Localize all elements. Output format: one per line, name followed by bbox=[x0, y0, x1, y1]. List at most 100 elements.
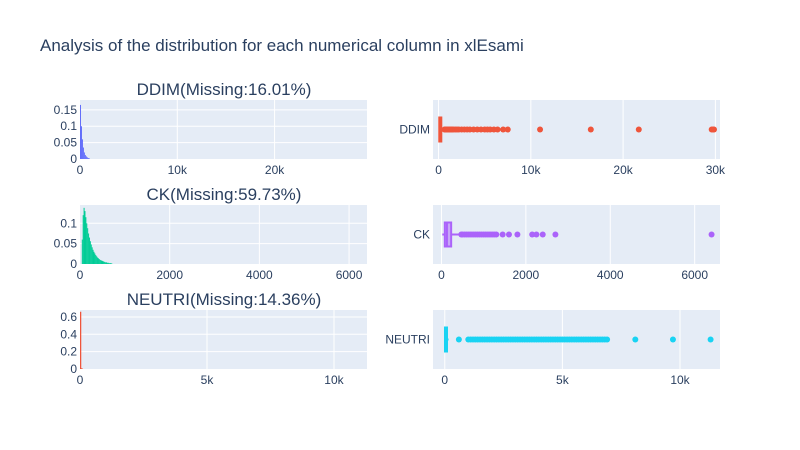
plot-area bbox=[80, 100, 367, 159]
y-tick-label: 0.2 bbox=[60, 345, 77, 359]
histogram-bar bbox=[96, 256, 98, 264]
plot-area bbox=[80, 310, 367, 369]
x-tick-label: 10k bbox=[324, 373, 344, 387]
subplot-title: CK(Missing:59.73%) bbox=[147, 185, 302, 204]
histogram-bar bbox=[102, 261, 104, 264]
histogram-bar bbox=[97, 258, 99, 264]
histogram-bar bbox=[95, 255, 97, 264]
boxplot-panel: 0 2000 4000 6000 CK bbox=[413, 205, 720, 282]
outlier-point bbox=[708, 231, 715, 238]
x-tick-label: 4000 bbox=[246, 268, 273, 282]
outlier-point bbox=[504, 126, 511, 133]
histogram-bar bbox=[103, 261, 105, 264]
subplots: 00.050.10.150 10k 20kDDIM(Missing:16.01%)0… bbox=[54, 80, 726, 387]
histogram-bar bbox=[85, 217, 87, 264]
x-tick-label: 5k bbox=[201, 373, 215, 387]
subplot-title: NEUTRI(Missing:14.36%) bbox=[127, 290, 322, 309]
x-tick-label: 20k bbox=[265, 163, 285, 177]
outlier-point bbox=[537, 126, 544, 133]
outlier-point bbox=[632, 336, 639, 343]
x-tick-label: 0 bbox=[77, 373, 84, 387]
plot-area bbox=[80, 205, 367, 264]
boxplot-panel: 0 5k 10k NEUTRI bbox=[385, 310, 720, 387]
category-label: CK bbox=[413, 228, 430, 242]
y-tick-label: 0.1 bbox=[60, 119, 77, 133]
iqr-box bbox=[443, 221, 453, 248]
histogram-bar bbox=[83, 207, 85, 264]
y-tick-label: 0 bbox=[70, 362, 77, 376]
histogram-bar bbox=[87, 228, 89, 264]
histogram-bar bbox=[86, 223, 88, 264]
x-tick-label: 30k bbox=[706, 163, 726, 177]
category-label: NEUTRI bbox=[385, 333, 430, 347]
histogram-bar bbox=[81, 368, 83, 369]
histogram-bar bbox=[82, 215, 84, 264]
histogram-bar bbox=[88, 158, 90, 159]
outlier-point bbox=[669, 336, 676, 343]
x-tick-label: 0 bbox=[77, 268, 84, 282]
histogram-bar bbox=[93, 251, 95, 264]
histogram-bar bbox=[106, 262, 108, 264]
histogram-bar bbox=[91, 247, 93, 264]
x-tick-label: 0 bbox=[77, 163, 84, 177]
y-tick-label: 0.05 bbox=[54, 136, 78, 150]
outlier-point bbox=[604, 336, 611, 343]
histogram-bar bbox=[80, 126, 82, 159]
histogram-bar bbox=[108, 263, 110, 264]
x-tick-label: 0 bbox=[438, 268, 445, 282]
histogram-bar bbox=[90, 244, 92, 264]
x-tick-label: 0 bbox=[435, 163, 442, 177]
y-tick-label: 0.1 bbox=[60, 216, 77, 230]
outlier-point bbox=[533, 231, 540, 238]
outlier-point bbox=[635, 126, 642, 133]
histogram-bar bbox=[101, 260, 103, 264]
histogram-bar bbox=[92, 249, 94, 264]
histogram-bar bbox=[107, 262, 109, 264]
histogram-bar bbox=[86, 157, 88, 159]
y-tick-label: 0.05 bbox=[54, 237, 78, 251]
histogram-bar bbox=[81, 239, 83, 264]
histogram-bar bbox=[88, 233, 90, 264]
y-tick-label: 0.4 bbox=[60, 327, 77, 341]
histogram-bar bbox=[104, 261, 106, 264]
histogram-bar bbox=[106, 262, 108, 264]
figure-title: Analysis of the distribution for each nu… bbox=[40, 36, 524, 55]
outlier-point bbox=[711, 126, 718, 133]
histogram-bar bbox=[94, 253, 96, 264]
histogram-bar bbox=[89, 241, 91, 264]
histogram-bar bbox=[81, 139, 83, 159]
y-tick-label: 0 bbox=[70, 152, 77, 166]
y-tick-label: 0.15 bbox=[54, 103, 78, 117]
x-tick-label: 2000 bbox=[513, 268, 540, 282]
outlier-point bbox=[500, 126, 507, 133]
x-tick-label: 4000 bbox=[597, 268, 624, 282]
histogram-bar bbox=[84, 211, 86, 264]
outlier-point bbox=[505, 231, 512, 238]
outlier-point bbox=[493, 231, 500, 238]
histogram-bar bbox=[84, 155, 86, 159]
histogram-bar bbox=[97, 257, 99, 264]
outlier-point bbox=[494, 126, 501, 133]
y-tick-label: 0 bbox=[70, 257, 77, 271]
outlier-point bbox=[514, 231, 521, 238]
y-tick-label: 0.6 bbox=[60, 310, 77, 324]
x-tick-label: 10k bbox=[168, 163, 188, 177]
x-tick-label: 20k bbox=[613, 163, 633, 177]
histogram-bar bbox=[87, 158, 89, 159]
boxplot-panel: 0 10k 20k 30k DDIM bbox=[399, 100, 726, 177]
histogram-bar bbox=[82, 147, 84, 159]
histogram-bar bbox=[100, 260, 102, 264]
histogram-bar bbox=[85, 156, 87, 159]
histogram-panel: 0 0.05 0.1 0 2000 4000 6000 CK(Missing:59.73%) bbox=[54, 185, 367, 282]
outlier-point bbox=[539, 231, 546, 238]
outlier-point bbox=[552, 231, 559, 238]
histogram-bar bbox=[80, 104, 81, 159]
histogram-bar bbox=[109, 263, 111, 264]
outlier-point bbox=[529, 231, 536, 238]
outlier-point bbox=[455, 336, 462, 343]
histogram-panel: 0 0.05 0.1 0.15 0 10k 20k DDIM(Missing:16.01%) bbox=[54, 80, 367, 177]
outlier-point bbox=[499, 231, 506, 238]
outlier-point bbox=[707, 336, 714, 343]
